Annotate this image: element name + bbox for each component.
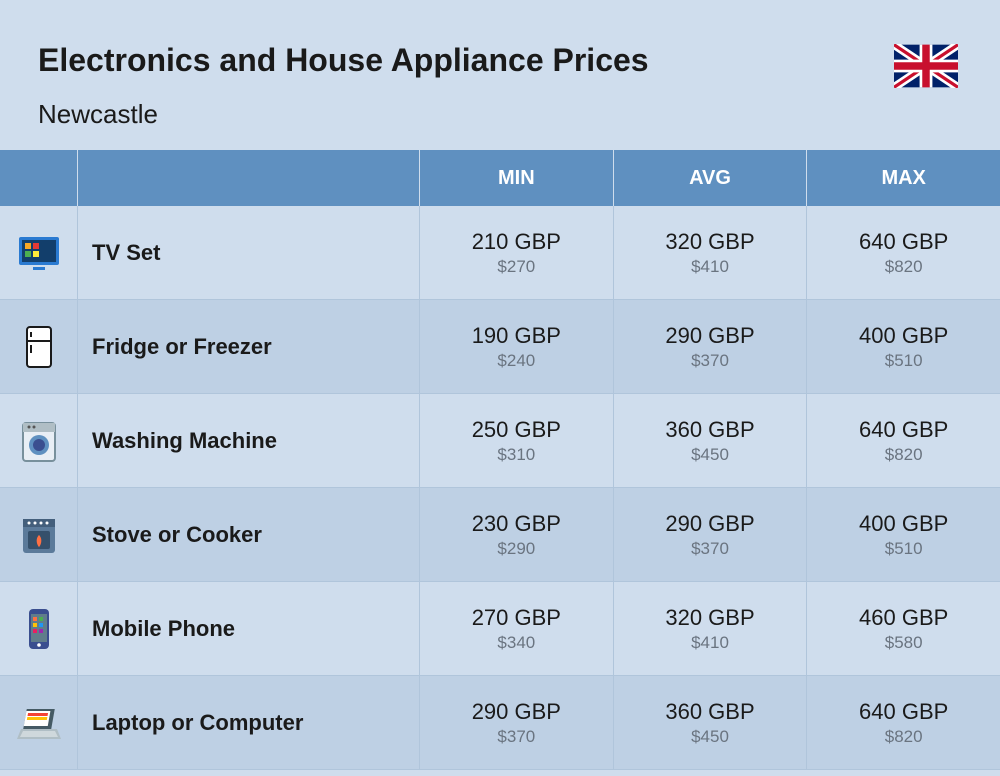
min-gbp: 290 GBP — [472, 699, 561, 725]
max-gbp: 640 GBP — [859, 417, 948, 443]
tv-icon — [15, 229, 63, 277]
max-usd: $510 — [885, 351, 923, 371]
min-usd: $240 — [497, 351, 535, 371]
max-cell: 640 GBP $820 — [807, 206, 1000, 299]
avg-gbp: 360 GBP — [665, 417, 754, 443]
avg-gbp: 320 GBP — [665, 605, 754, 631]
row-name: Stove or Cooker — [78, 488, 420, 581]
th-min: MIN — [420, 150, 614, 206]
avg-gbp: 360 GBP — [665, 699, 754, 725]
max-cell: 640 GBP $820 — [807, 394, 1000, 487]
max-usd: $820 — [885, 727, 923, 747]
min-gbp: 270 GBP — [472, 605, 561, 631]
min-usd: $310 — [497, 445, 535, 465]
table-row: Washing Machine 250 GBP $310 360 GBP $45… — [0, 394, 1000, 488]
row-name: Laptop or Computer — [78, 676, 420, 769]
max-usd: $580 — [885, 633, 923, 653]
uk-flag-icon — [894, 44, 958, 88]
page-title: Electronics and House Appliance Prices — [38, 42, 962, 79]
table-header-row: MIN AVG MAX — [0, 150, 1000, 206]
min-cell: 190 GBP $240 — [420, 300, 614, 393]
th-avg: AVG — [614, 150, 808, 206]
max-gbp: 400 GBP — [859, 511, 948, 537]
min-gbp: 250 GBP — [472, 417, 561, 443]
min-usd: $270 — [497, 257, 535, 277]
min-usd: $340 — [497, 633, 535, 653]
table-row: Mobile Phone 270 GBP $340 320 GBP $410 4… — [0, 582, 1000, 676]
row-icon-cell — [0, 488, 78, 581]
max-cell: 400 GBP $510 — [807, 488, 1000, 581]
avg-cell: 360 GBP $450 — [614, 394, 808, 487]
avg-usd: $370 — [691, 351, 729, 371]
washing-machine-icon — [15, 417, 63, 465]
min-cell: 290 GBP $370 — [420, 676, 614, 769]
row-name: Mobile Phone — [78, 582, 420, 675]
max-usd: $820 — [885, 445, 923, 465]
th-max: MAX — [807, 150, 1000, 206]
row-icon-cell — [0, 582, 78, 675]
min-gbp: 230 GBP — [472, 511, 561, 537]
max-gbp: 640 GBP — [859, 699, 948, 725]
avg-usd: $450 — [691, 445, 729, 465]
table-row: Stove or Cooker 230 GBP $290 290 GBP $37… — [0, 488, 1000, 582]
max-gbp: 640 GBP — [859, 229, 948, 255]
max-usd: $510 — [885, 539, 923, 559]
table-row: TV Set 210 GBP $270 320 GBP $410 640 GBP… — [0, 206, 1000, 300]
avg-cell: 320 GBP $410 — [614, 206, 808, 299]
min-cell: 230 GBP $290 — [420, 488, 614, 581]
avg-gbp: 290 GBP — [665, 511, 754, 537]
table-body: TV Set 210 GBP $270 320 GBP $410 640 GBP… — [0, 206, 1000, 770]
avg-usd: $450 — [691, 727, 729, 747]
stove-icon — [15, 511, 63, 559]
page-header: Electronics and House Appliance Prices N… — [0, 0, 1000, 150]
avg-usd: $410 — [691, 257, 729, 277]
min-usd: $290 — [497, 539, 535, 559]
min-usd: $370 — [497, 727, 535, 747]
avg-cell: 320 GBP $410 — [614, 582, 808, 675]
max-cell: 640 GBP $820 — [807, 676, 1000, 769]
price-table: MIN AVG MAX TV Set 210 GBP — [0, 150, 1000, 770]
avg-usd: $410 — [691, 633, 729, 653]
min-cell: 210 GBP $270 — [420, 206, 614, 299]
row-name: Washing Machine — [78, 394, 420, 487]
row-icon-cell — [0, 300, 78, 393]
max-gbp: 460 GBP — [859, 605, 948, 631]
max-usd: $820 — [885, 257, 923, 277]
th-name — [78, 150, 420, 206]
row-icon-cell — [0, 676, 78, 769]
max-cell: 460 GBP $580 — [807, 582, 1000, 675]
max-gbp: 400 GBP — [859, 323, 948, 349]
th-icon — [0, 150, 78, 206]
min-gbp: 190 GBP — [472, 323, 561, 349]
avg-cell: 360 GBP $450 — [614, 676, 808, 769]
table-row: Fridge or Freezer 190 GBP $240 290 GBP $… — [0, 300, 1000, 394]
page-subtitle: Newcastle — [38, 99, 962, 130]
avg-gbp: 320 GBP — [665, 229, 754, 255]
row-icon-cell — [0, 394, 78, 487]
row-name: Fridge or Freezer — [78, 300, 420, 393]
avg-cell: 290 GBP $370 — [614, 488, 808, 581]
min-gbp: 210 GBP — [472, 229, 561, 255]
avg-gbp: 290 GBP — [665, 323, 754, 349]
avg-cell: 290 GBP $370 — [614, 300, 808, 393]
min-cell: 270 GBP $340 — [420, 582, 614, 675]
row-name: TV Set — [78, 206, 420, 299]
avg-usd: $370 — [691, 539, 729, 559]
mobile-phone-icon — [15, 605, 63, 653]
table-row: Laptop or Computer 290 GBP $370 360 GBP … — [0, 676, 1000, 770]
max-cell: 400 GBP $510 — [807, 300, 1000, 393]
row-icon-cell — [0, 206, 78, 299]
min-cell: 250 GBP $310 — [420, 394, 614, 487]
laptop-icon — [15, 699, 63, 747]
fridge-icon — [15, 323, 63, 371]
